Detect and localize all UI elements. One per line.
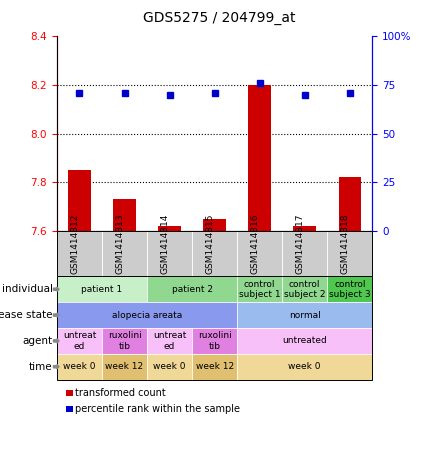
Bar bbox=[68, 170, 91, 231]
Text: percentile rank within the sample: percentile rank within the sample bbox=[75, 404, 240, 414]
Text: GSM1414314: GSM1414314 bbox=[161, 214, 170, 274]
Text: week 12: week 12 bbox=[106, 362, 144, 371]
Text: GSM1414317: GSM1414317 bbox=[296, 213, 305, 274]
Text: GSM1414312: GSM1414312 bbox=[71, 214, 79, 274]
Text: GSM1414316: GSM1414316 bbox=[251, 213, 260, 274]
Text: week 0: week 0 bbox=[289, 362, 321, 371]
Text: GSM1414313: GSM1414313 bbox=[116, 213, 124, 274]
Text: control
subject 2: control subject 2 bbox=[284, 280, 325, 299]
Text: normal: normal bbox=[289, 311, 321, 319]
Bar bbox=[113, 199, 136, 231]
Text: time: time bbox=[29, 361, 53, 372]
Text: agent: agent bbox=[22, 336, 53, 346]
Text: GSM1414315: GSM1414315 bbox=[205, 213, 215, 274]
Text: control
subject 3: control subject 3 bbox=[329, 280, 371, 299]
Bar bbox=[203, 219, 226, 231]
Text: patient 1: patient 1 bbox=[81, 285, 123, 294]
Text: week 0: week 0 bbox=[63, 362, 96, 371]
Bar bbox=[293, 226, 316, 231]
Text: transformed count: transformed count bbox=[75, 388, 166, 398]
Bar bbox=[248, 85, 271, 231]
Bar bbox=[339, 178, 361, 231]
Text: week 12: week 12 bbox=[195, 362, 234, 371]
Text: GDS5275 / 204799_at: GDS5275 / 204799_at bbox=[143, 11, 295, 25]
Text: GSM1414318: GSM1414318 bbox=[341, 213, 350, 274]
Text: control
subject 1: control subject 1 bbox=[239, 280, 280, 299]
Text: ruxolini
tib: ruxolini tib bbox=[108, 331, 141, 351]
Text: untreat
ed: untreat ed bbox=[63, 331, 96, 351]
Text: patient 2: patient 2 bbox=[172, 285, 212, 294]
Text: untreated: untreated bbox=[283, 337, 327, 345]
Text: week 0: week 0 bbox=[153, 362, 186, 371]
Text: individual: individual bbox=[2, 284, 53, 294]
Bar bbox=[158, 226, 181, 231]
Text: alopecia areata: alopecia areata bbox=[112, 311, 182, 319]
Text: untreat
ed: untreat ed bbox=[153, 331, 186, 351]
Text: disease state: disease state bbox=[0, 310, 53, 320]
Text: ruxolini
tib: ruxolini tib bbox=[198, 331, 232, 351]
